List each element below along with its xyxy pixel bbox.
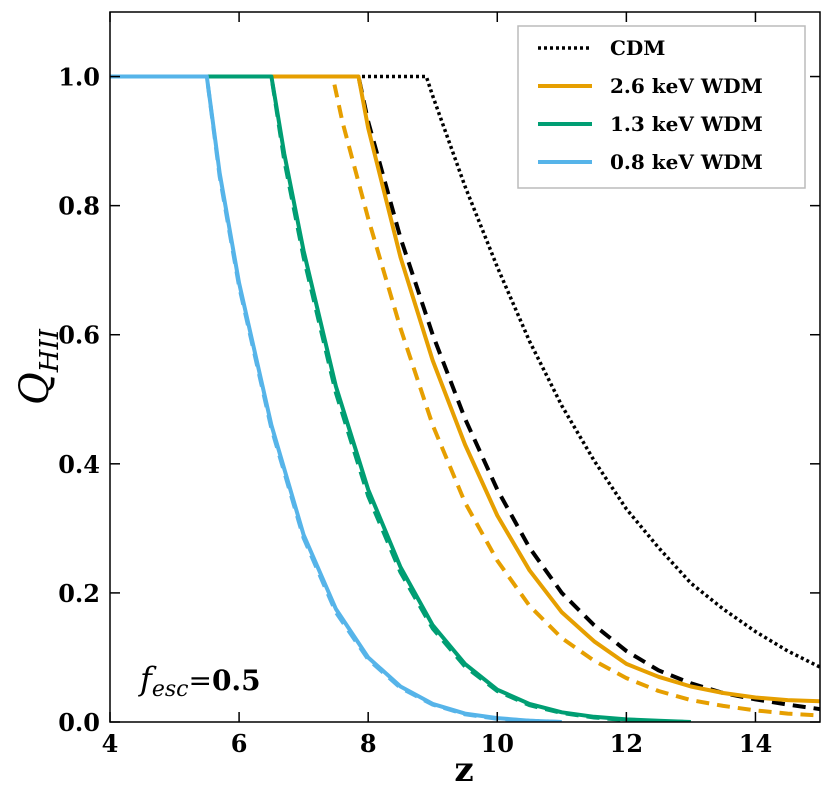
y-tick-label: 0.2 <box>58 579 100 608</box>
y-tick-label: 0.0 <box>58 708 100 737</box>
series-line-2 <box>110 74 820 704</box>
series-line-5 <box>110 74 691 722</box>
series-line-3 <box>110 74 820 718</box>
annotation-fesc: fesc=0.5 <box>138 660 261 702</box>
x-axis-title: z <box>454 750 473 789</box>
annotation-equals: = <box>188 664 211 697</box>
legend-label-2: 1.3 keV WDM <box>610 112 763 136</box>
plot-frame <box>109 11 821 723</box>
legend: CDM 2.6 keV WDM 1.3 keV WDM 0.8 keV WDM <box>517 25 806 189</box>
legend-label-1: 2.6 keV WDM <box>610 74 763 98</box>
y-axis-title: QHII <box>12 328 65 405</box>
x-tick-label: 14 <box>739 729 772 758</box>
legend-label-3: 0.8 keV WDM <box>610 150 763 174</box>
x-tick-label: 6 <box>231 729 248 758</box>
x-tick-label: 12 <box>610 729 643 758</box>
annotation-value: 0.5 <box>212 664 261 697</box>
series-line-7 <box>110 74 562 722</box>
x-tick-label: 8 <box>360 729 377 758</box>
y-tick-label: 1.0 <box>58 63 100 92</box>
series-layer <box>110 74 820 722</box>
y-tick-label: 0.8 <box>58 192 100 221</box>
y-axis-title-main: Q <box>12 372 58 405</box>
y-tick-label: 0.4 <box>58 450 100 479</box>
y-axis-title-sub: HII <box>35 328 65 373</box>
series-line-0 <box>110 74 820 669</box>
annotation-subscript: esc <box>152 677 189 702</box>
y-tick-label: 0.6 <box>58 321 100 350</box>
legend-label-0: CDM <box>610 36 665 60</box>
x-tick-label: 10 <box>481 729 514 758</box>
ticks-layer: 4 6 8 10 12 14 0.0 0.2 0.4 0.6 0.8 1.0 <box>58 12 820 758</box>
x-tick-label: 4 <box>102 729 119 758</box>
